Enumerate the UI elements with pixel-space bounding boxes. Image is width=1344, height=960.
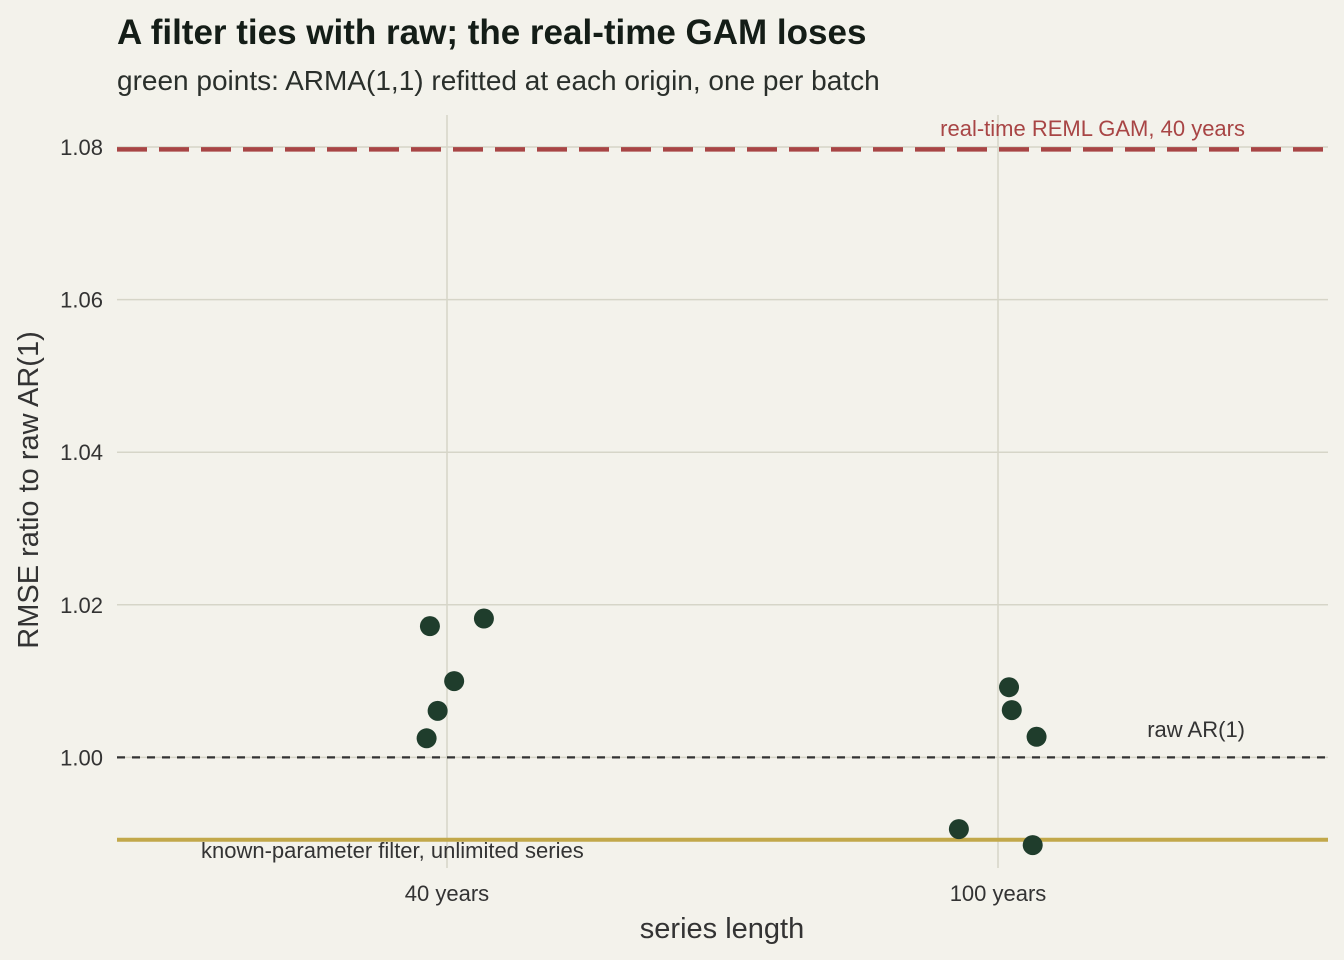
data-point [1001, 700, 1022, 721]
filter-line-label: known-parameter filter, unlimited series [201, 838, 584, 863]
data-point [444, 671, 465, 692]
x-tick-label: 40 years [405, 881, 489, 906]
chart-subtitle: green points: ARMA(1,1) refitted at each… [117, 65, 880, 96]
y-tick-label: 1.06 [60, 288, 103, 313]
data-point [419, 616, 440, 637]
y-axis-ticks: 1.00 1.02 1.04 1.06 1.08 [60, 135, 103, 770]
x-axis-ticks: 40 years 100 years [405, 881, 1047, 906]
y-tick-label: 1.02 [60, 593, 103, 618]
data-point [1022, 835, 1043, 856]
y-tick-label: 1.00 [60, 745, 103, 770]
x-axis-title: series length [640, 913, 804, 945]
data-point [948, 819, 969, 840]
grid [117, 115, 1328, 868]
data-point [999, 677, 1020, 698]
gam-line-label: real-time REML GAM, 40 years [940, 116, 1245, 141]
data-point [473, 608, 494, 629]
data-point [416, 728, 437, 749]
raw-line-label: raw AR(1) [1147, 717, 1245, 742]
data-point [1026, 726, 1047, 747]
reference-lines [117, 147, 1328, 842]
x-tick-label: 100 years [950, 881, 1047, 906]
data-point [427, 700, 448, 721]
y-tick-label: 1.04 [60, 440, 103, 465]
y-axis-title: RMSE ratio to raw AR(1) [13, 331, 45, 648]
y-tick-label: 1.08 [60, 135, 103, 160]
chart-title: A filter ties with raw; the real-time GA… [117, 13, 866, 52]
data-points [416, 608, 1047, 856]
